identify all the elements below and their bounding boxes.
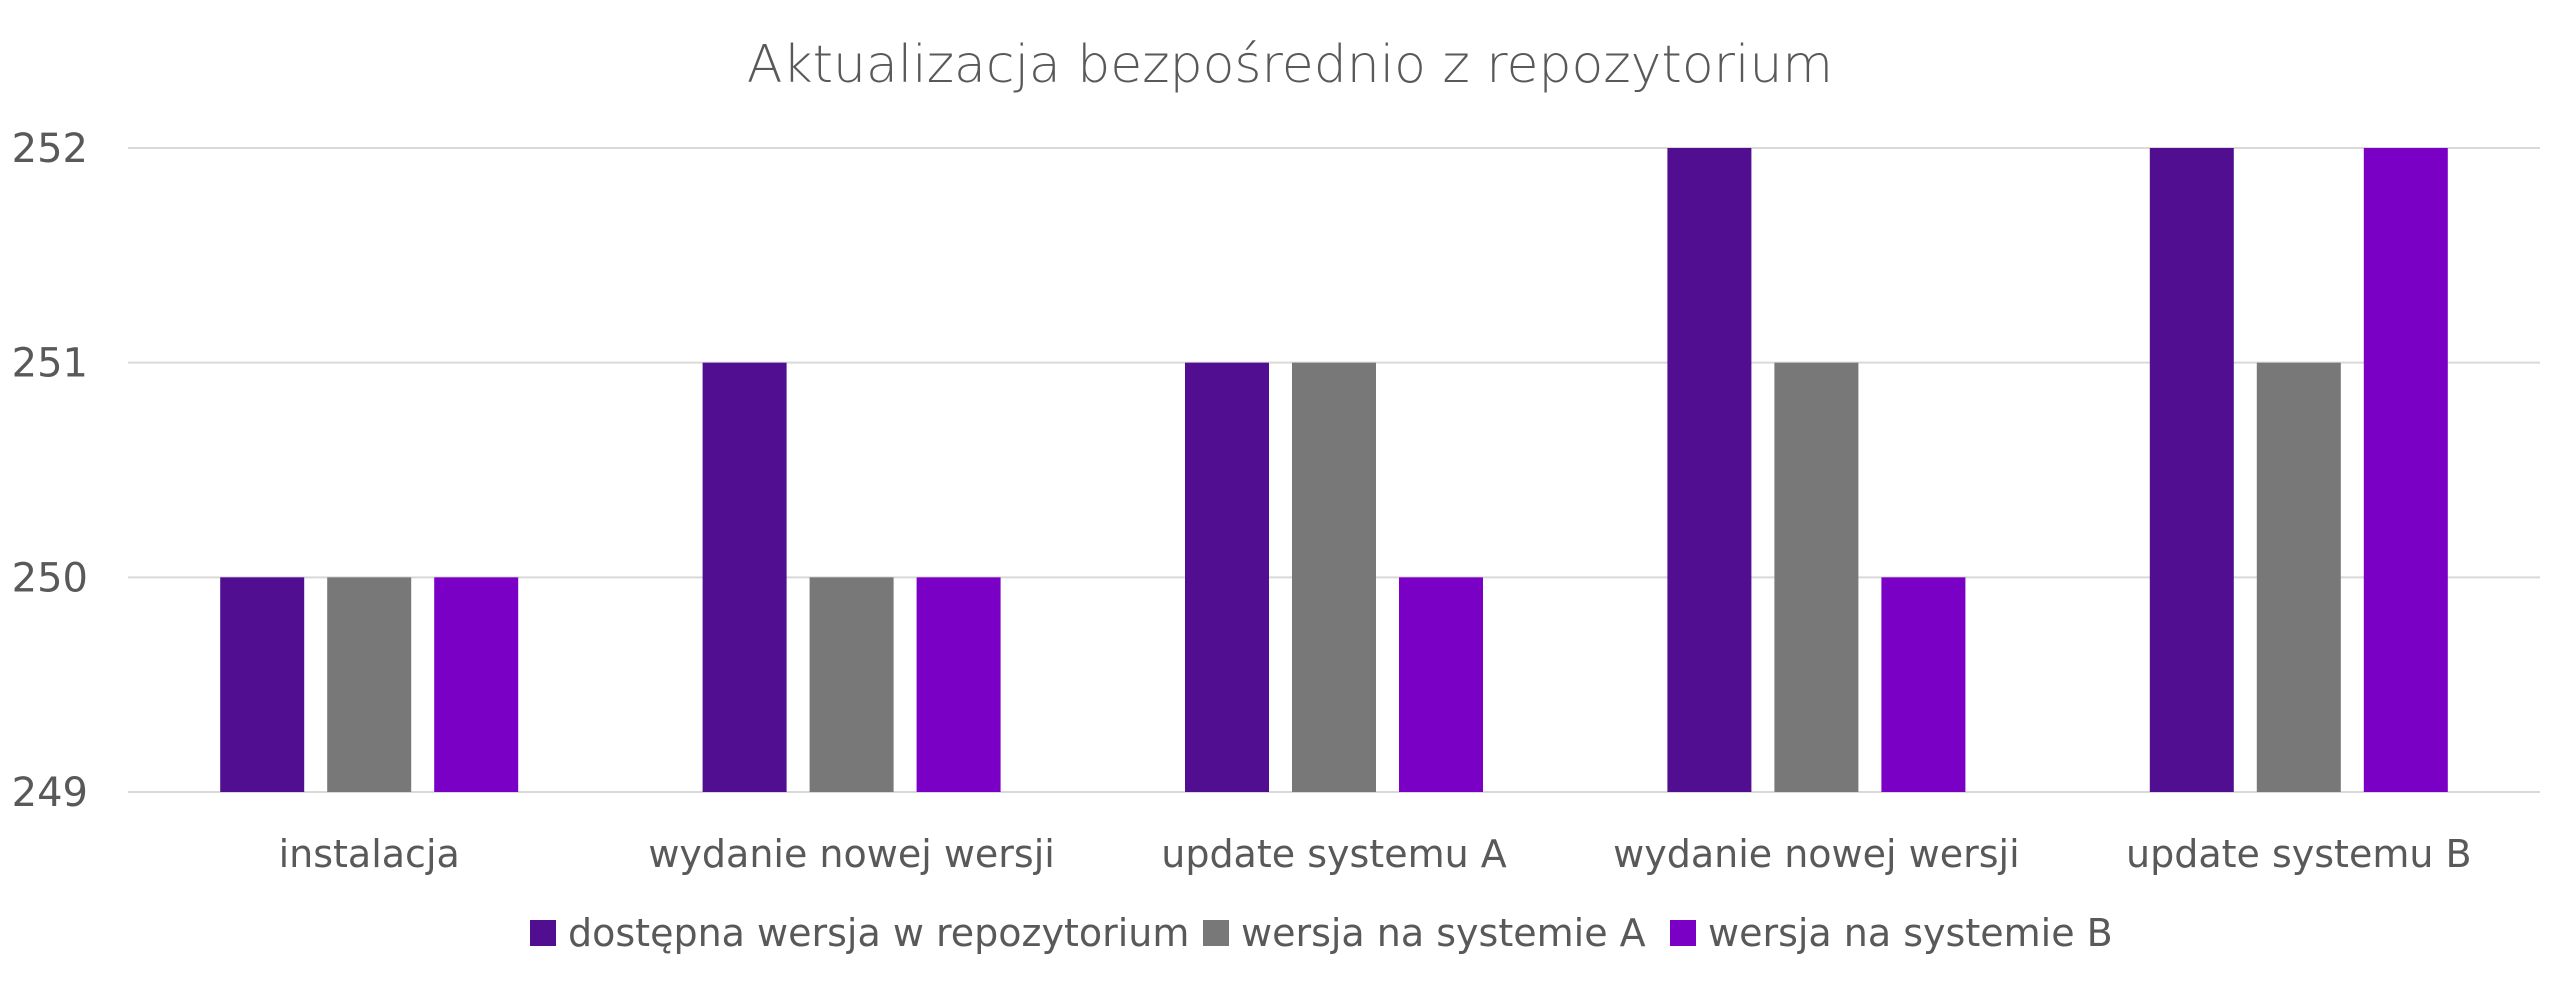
x-category-label: update systemu A (1161, 832, 1507, 876)
bar (434, 577, 519, 792)
bar (1667, 148, 1752, 792)
x-category-label: wydanie nowej wersji (1613, 832, 2020, 876)
bar (916, 577, 1001, 792)
bar (809, 577, 894, 792)
y-tick-label: 252 (12, 126, 88, 172)
bar (1881, 577, 1966, 792)
x-category-label: wydanie nowej wersji (648, 832, 1055, 876)
bars (220, 148, 2448, 792)
legend-swatch (530, 920, 556, 946)
bar (2363, 148, 2448, 792)
y-tick-label: 251 (12, 341, 88, 387)
x-axis-categories: instalacja wydanie nowej wersji update sys… (279, 832, 2472, 876)
bar (1774, 362, 1859, 792)
y-tick-label: 250 (12, 555, 88, 601)
x-category-label: update systemu B (2126, 832, 2472, 876)
bar (327, 577, 412, 792)
bar (1292, 362, 1376, 792)
legend-swatch (1670, 920, 1696, 946)
bar (2256, 362, 2341, 792)
legend-label: wersja na systemie B (1708, 911, 2113, 955)
legend-label: wersja na systemie A (1241, 911, 1646, 955)
legend-swatch (1203, 920, 1229, 946)
bar (2149, 148, 2234, 792)
chart-title: Aktualizacja bezpośrednio z repozytorium (747, 35, 1833, 95)
y-axis-ticks: 249 250 251 252 (12, 126, 88, 816)
x-category-label: instalacja (279, 832, 460, 876)
legend: dostępna wersja w repozytorium wersja na … (530, 911, 2113, 955)
bar (702, 362, 787, 792)
bar (1185, 362, 1269, 792)
bar (1399, 577, 1483, 792)
bar (220, 577, 305, 792)
y-tick-label: 249 (12, 770, 88, 816)
legend-label: dostępna wersja w repozytorium (568, 911, 1189, 955)
